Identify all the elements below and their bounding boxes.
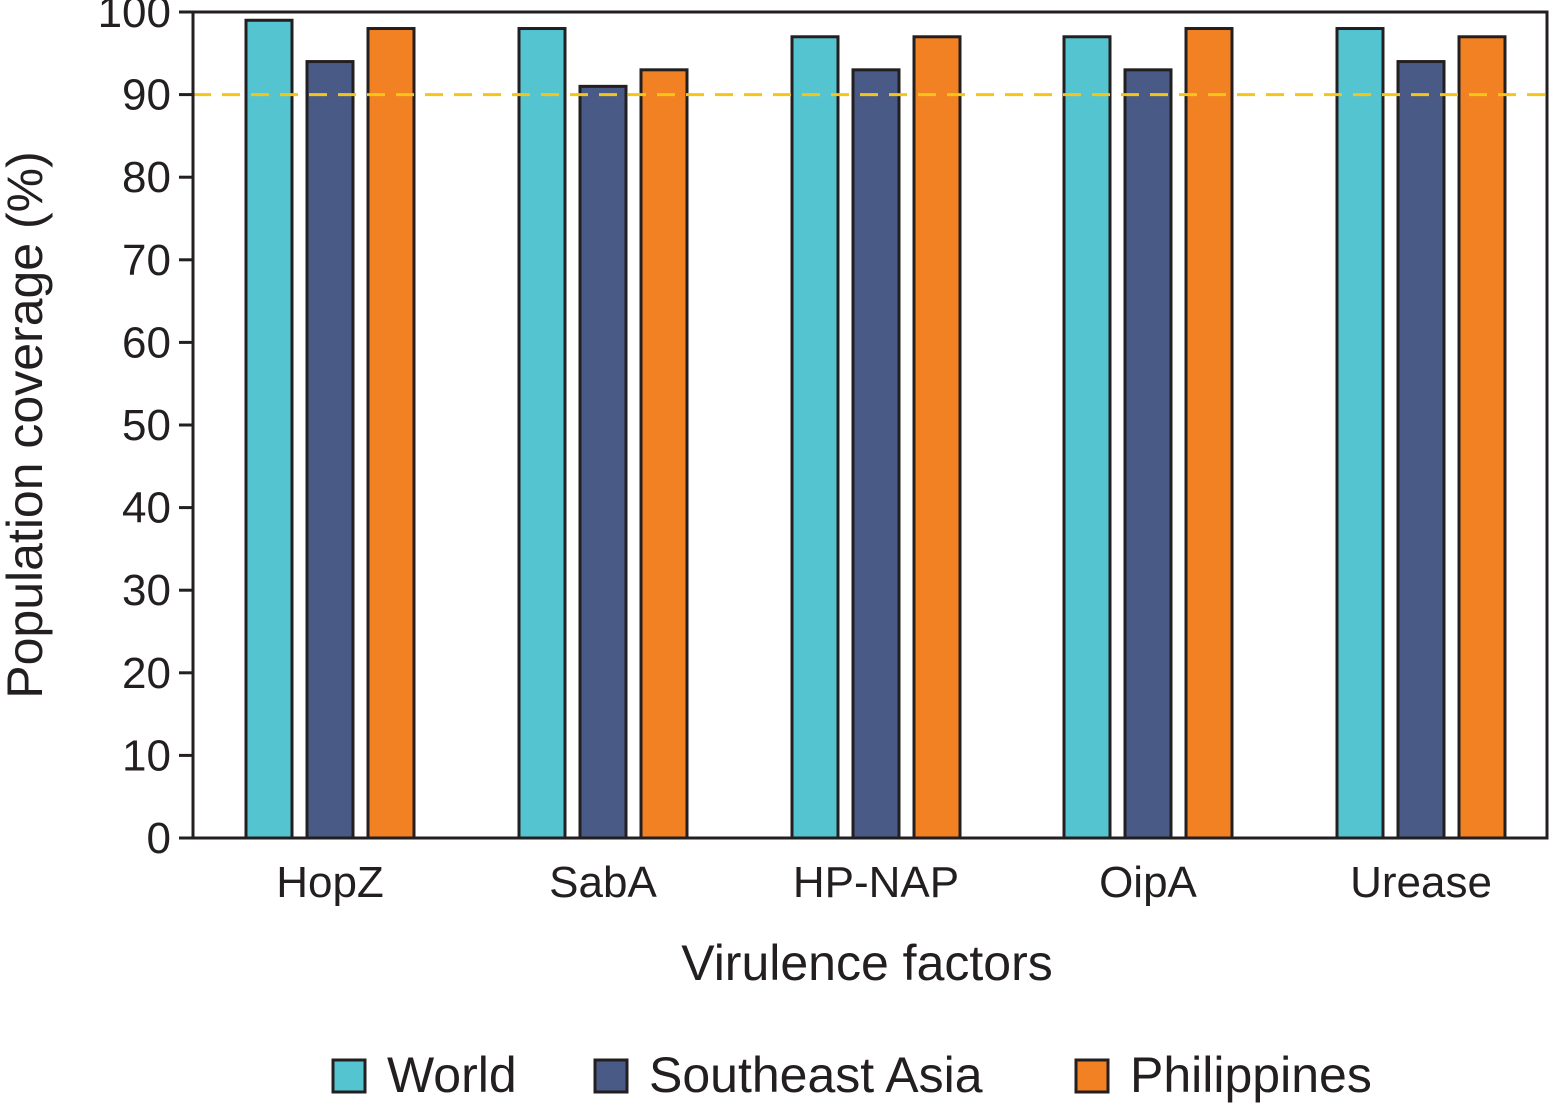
- bar-hp-nap-southeast-asia: [851, 68, 901, 840]
- y-axis-title: Population coverage (%): [0, 151, 53, 699]
- x-axis-ticks: HopZ SabA HP-NAP OipA Urease: [276, 858, 1492, 907]
- legend-swatch-world: [331, 1058, 367, 1094]
- bar-urease-southeast-asia: [1396, 60, 1446, 840]
- y-axis-ticks: 0 10 20 30 40 50 60 70 80 90 100: [98, 0, 193, 863]
- x-tick-label-hopz: HopZ: [276, 858, 384, 907]
- x-tick-label-oipa: OipA: [1099, 858, 1197, 907]
- bar-hp-nap-world: [790, 35, 840, 840]
- bar-hopz-southeast-asia: [305, 60, 355, 840]
- bar-urease-world: [1335, 27, 1385, 840]
- bar-hopz-philippines: [366, 27, 416, 840]
- y-tick-label-80: 80: [122, 153, 171, 202]
- y-tick-label-0: 0: [147, 814, 171, 863]
- legend-label-southeast-asia: Southeast Asia: [649, 1047, 983, 1103]
- bar-oipa-southeast-asia: [1123, 68, 1173, 840]
- y-tick-label-100: 100: [98, 0, 171, 37]
- bar-saba-world: [517, 27, 567, 840]
- y-tick-label-90: 90: [122, 71, 171, 120]
- bar-hp-nap-philippines: [912, 35, 962, 840]
- x-tick-label-urease: Urease: [1350, 858, 1492, 907]
- legend-label-philippines: Philippines: [1130, 1047, 1372, 1103]
- y-tick-label-30: 30: [122, 566, 171, 615]
- legend-label-world: World: [387, 1047, 517, 1103]
- bars: [244, 18, 1507, 840]
- y-tick-label-70: 70: [122, 236, 171, 285]
- legend: World Southeast Asia Philippines: [331, 1047, 1372, 1103]
- legend-swatch-philippines: [1074, 1058, 1110, 1094]
- y-tick-label-60: 60: [122, 318, 171, 367]
- x-tick-label-hp-nap: HP-NAP: [793, 858, 959, 907]
- y-tick-label-50: 50: [122, 401, 171, 450]
- x-axis-title: Virulence factors: [681, 935, 1052, 991]
- plot-frame: [191, 10, 1549, 840]
- bar-oipa-philippines: [1184, 27, 1234, 840]
- bar-urease-philippines: [1457, 35, 1507, 840]
- bar-oipa-world: [1062, 35, 1112, 840]
- y-tick-label-40: 40: [122, 484, 171, 533]
- x-tick-label-saba: SabA: [549, 858, 657, 907]
- y-tick-label-20: 20: [122, 649, 171, 698]
- bar-saba-philippines: [639, 68, 689, 840]
- bar-saba-southeast-asia: [578, 84, 628, 840]
- bar-hopz-world: [244, 18, 294, 840]
- y-tick-label-10: 10: [122, 731, 171, 780]
- legend-swatch-southeast-asia: [593, 1058, 629, 1094]
